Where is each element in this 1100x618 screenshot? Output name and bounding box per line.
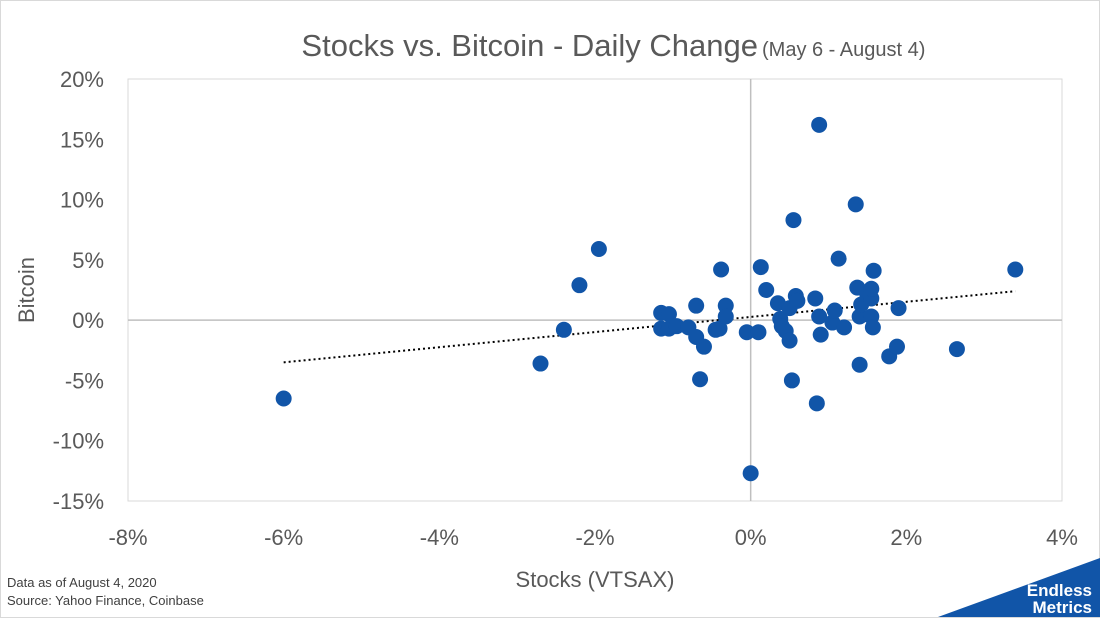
x-tick-label: -8% <box>108 525 147 550</box>
data-point <box>847 196 864 213</box>
data-point <box>692 371 709 388</box>
data-point <box>781 332 798 349</box>
data-point <box>890 300 907 317</box>
data-point <box>836 319 853 336</box>
data-point <box>713 261 730 278</box>
data-point <box>660 306 677 323</box>
data-point <box>688 297 705 314</box>
trendline <box>283 290 1016 364</box>
chart-title: Stocks vs. Bitcoin - Daily Change <box>301 28 758 63</box>
x-tick-label: 2% <box>890 525 922 550</box>
data-point <box>783 372 800 389</box>
x-tick-label: -4% <box>420 525 459 550</box>
y-tick-label: 10% <box>60 188 104 213</box>
y-axis-title: Bitcoin <box>14 257 39 323</box>
data-point <box>758 282 775 298</box>
x-tick-label: 4% <box>1046 525 1078 550</box>
data-date-note: Data as of August 4, 2020 <box>7 575 157 590</box>
logo-badge <box>938 558 1100 617</box>
data-point <box>275 390 292 407</box>
data-point <box>808 395 825 412</box>
y-tick-label: 20% <box>60 67 104 92</box>
data-point <box>830 250 847 267</box>
y-tick-label: 0% <box>72 308 104 333</box>
data-point <box>851 308 868 325</box>
logo-line-2: Metrics <box>1032 598 1092 617</box>
x-tick-label: 0% <box>735 525 767 550</box>
data-point <box>668 318 685 335</box>
source-note: Source: Yahoo Finance, Coinbase <box>7 593 204 608</box>
data-point <box>717 308 734 325</box>
data-point <box>864 319 881 336</box>
plot-area <box>127 78 1063 502</box>
data-point <box>1007 261 1024 278</box>
data-point <box>811 116 828 133</box>
data-point <box>752 259 769 276</box>
x-tick-label: -6% <box>264 525 303 550</box>
data-point <box>750 324 767 341</box>
data-point <box>851 356 868 373</box>
y-tick-label: -5% <box>65 368 104 393</box>
data-point <box>742 465 759 482</box>
x-axis-title: Stocks (VTSAX) <box>516 567 675 592</box>
y-tick-label: 15% <box>60 127 104 152</box>
data-point <box>789 292 806 309</box>
x-tick-label: -2% <box>575 525 614 550</box>
data-point <box>571 277 588 294</box>
data-point <box>826 302 843 319</box>
data-point <box>555 321 572 338</box>
data-point <box>807 290 824 307</box>
data-point <box>811 308 828 325</box>
data-point <box>532 355 549 372</box>
data-point <box>948 341 965 358</box>
endless-metrics-logo: Endless Metrics <box>1027 582 1092 616</box>
data-point <box>738 324 755 341</box>
data-point <box>711 320 728 337</box>
data-point <box>863 280 880 297</box>
y-tick-label: -15% <box>53 489 104 514</box>
data-point <box>695 338 712 355</box>
chart-subtitle: (May 6 - August 4) <box>762 39 925 61</box>
data-point <box>888 338 905 355</box>
y-tick-label: 5% <box>72 248 104 273</box>
data-point <box>590 241 607 258</box>
logo-line-1: Endless <box>1026 581 1092 600</box>
y-tick-label: -10% <box>53 429 104 454</box>
data-point <box>785 212 802 229</box>
data-point <box>812 326 829 343</box>
data-point <box>865 262 882 279</box>
